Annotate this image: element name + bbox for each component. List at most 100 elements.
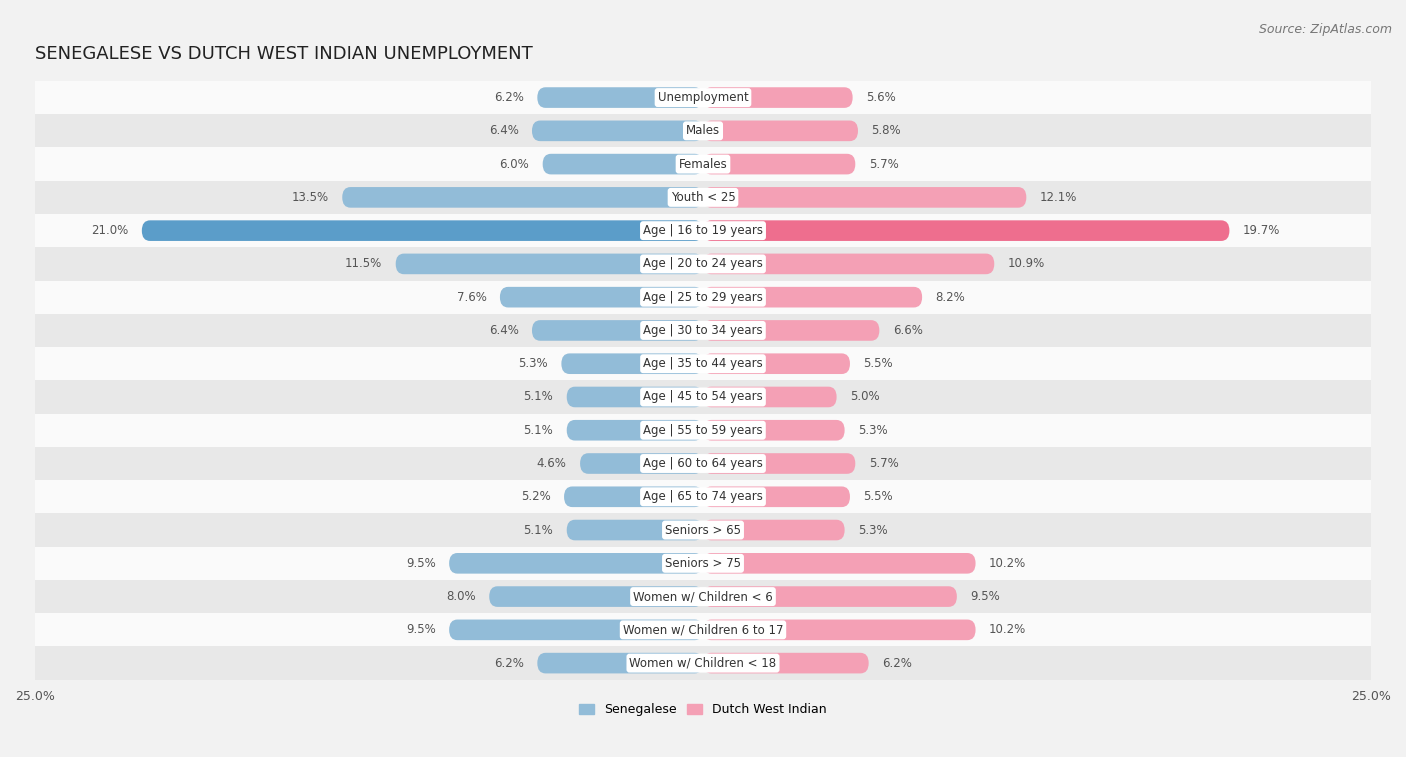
FancyBboxPatch shape — [703, 187, 1026, 207]
FancyBboxPatch shape — [449, 553, 703, 574]
Text: 8.2%: 8.2% — [935, 291, 966, 304]
FancyBboxPatch shape — [703, 586, 957, 607]
Bar — [35, 148, 1371, 181]
Text: 7.6%: 7.6% — [457, 291, 486, 304]
Text: 10.2%: 10.2% — [988, 557, 1026, 570]
FancyBboxPatch shape — [581, 453, 703, 474]
Text: 5.8%: 5.8% — [872, 124, 901, 137]
Text: 21.0%: 21.0% — [91, 224, 128, 237]
Text: 5.6%: 5.6% — [866, 91, 896, 104]
Text: Females: Females — [679, 157, 727, 170]
FancyBboxPatch shape — [703, 320, 879, 341]
Text: Seniors > 65: Seniors > 65 — [665, 524, 741, 537]
FancyBboxPatch shape — [561, 354, 703, 374]
FancyBboxPatch shape — [703, 520, 845, 540]
Text: 12.1%: 12.1% — [1039, 191, 1077, 204]
FancyBboxPatch shape — [537, 87, 703, 108]
Text: Source: ZipAtlas.com: Source: ZipAtlas.com — [1258, 23, 1392, 36]
FancyBboxPatch shape — [567, 520, 703, 540]
FancyBboxPatch shape — [543, 154, 703, 174]
Bar — [35, 547, 1371, 580]
Text: 10.2%: 10.2% — [988, 623, 1026, 637]
Bar — [35, 447, 1371, 480]
FancyBboxPatch shape — [703, 453, 855, 474]
Text: Age | 55 to 59 years: Age | 55 to 59 years — [643, 424, 763, 437]
FancyBboxPatch shape — [564, 487, 703, 507]
Bar — [35, 281, 1371, 314]
Bar — [35, 413, 1371, 447]
Text: Unemployment: Unemployment — [658, 91, 748, 104]
Bar — [35, 513, 1371, 547]
Text: 6.4%: 6.4% — [489, 324, 519, 337]
FancyBboxPatch shape — [531, 120, 703, 141]
Legend: Senegalese, Dutch West Indian: Senegalese, Dutch West Indian — [575, 698, 831, 721]
Text: 5.2%: 5.2% — [522, 491, 551, 503]
Text: Seniors > 75: Seniors > 75 — [665, 557, 741, 570]
Text: 6.6%: 6.6% — [893, 324, 922, 337]
Text: 5.7%: 5.7% — [869, 457, 898, 470]
Bar — [35, 248, 1371, 281]
Bar — [35, 480, 1371, 513]
FancyBboxPatch shape — [703, 354, 851, 374]
FancyBboxPatch shape — [531, 320, 703, 341]
Text: 5.3%: 5.3% — [519, 357, 548, 370]
Text: 6.4%: 6.4% — [489, 124, 519, 137]
FancyBboxPatch shape — [703, 120, 858, 141]
FancyBboxPatch shape — [501, 287, 703, 307]
Text: 5.5%: 5.5% — [863, 357, 893, 370]
Text: 11.5%: 11.5% — [344, 257, 382, 270]
Bar — [35, 81, 1371, 114]
Text: Women w/ Children 6 to 17: Women w/ Children 6 to 17 — [623, 623, 783, 637]
Text: Age | 25 to 29 years: Age | 25 to 29 years — [643, 291, 763, 304]
Text: Age | 65 to 74 years: Age | 65 to 74 years — [643, 491, 763, 503]
Text: Youth < 25: Youth < 25 — [671, 191, 735, 204]
Text: 6.2%: 6.2% — [494, 91, 524, 104]
Bar — [35, 347, 1371, 380]
Text: Women w/ Children < 18: Women w/ Children < 18 — [630, 656, 776, 670]
Text: 5.0%: 5.0% — [851, 391, 880, 403]
Text: 9.5%: 9.5% — [970, 590, 1000, 603]
Text: 5.1%: 5.1% — [523, 524, 554, 537]
FancyBboxPatch shape — [703, 553, 976, 574]
FancyBboxPatch shape — [703, 87, 852, 108]
Text: Age | 20 to 24 years: Age | 20 to 24 years — [643, 257, 763, 270]
Text: Age | 16 to 19 years: Age | 16 to 19 years — [643, 224, 763, 237]
Text: Women w/ Children < 6: Women w/ Children < 6 — [633, 590, 773, 603]
FancyBboxPatch shape — [567, 387, 703, 407]
FancyBboxPatch shape — [342, 187, 703, 207]
Text: 5.3%: 5.3% — [858, 524, 887, 537]
Text: Males: Males — [686, 124, 720, 137]
FancyBboxPatch shape — [703, 154, 855, 174]
Text: 9.5%: 9.5% — [406, 623, 436, 637]
Text: SENEGALESE VS DUTCH WEST INDIAN UNEMPLOYMENT: SENEGALESE VS DUTCH WEST INDIAN UNEMPLOY… — [35, 45, 533, 64]
FancyBboxPatch shape — [567, 420, 703, 441]
Bar — [35, 613, 1371, 646]
Bar — [35, 380, 1371, 413]
Text: 13.5%: 13.5% — [292, 191, 329, 204]
Bar — [35, 114, 1371, 148]
FancyBboxPatch shape — [703, 653, 869, 674]
FancyBboxPatch shape — [703, 254, 994, 274]
Text: 10.9%: 10.9% — [1008, 257, 1045, 270]
Text: 5.5%: 5.5% — [863, 491, 893, 503]
FancyBboxPatch shape — [703, 220, 1229, 241]
Bar — [35, 646, 1371, 680]
Text: 8.0%: 8.0% — [446, 590, 475, 603]
Text: Age | 60 to 64 years: Age | 60 to 64 years — [643, 457, 763, 470]
FancyBboxPatch shape — [703, 387, 837, 407]
Text: Age | 30 to 34 years: Age | 30 to 34 years — [643, 324, 763, 337]
Text: Age | 45 to 54 years: Age | 45 to 54 years — [643, 391, 763, 403]
FancyBboxPatch shape — [703, 487, 851, 507]
FancyBboxPatch shape — [142, 220, 703, 241]
FancyBboxPatch shape — [703, 287, 922, 307]
Text: 5.3%: 5.3% — [858, 424, 887, 437]
Bar — [35, 181, 1371, 214]
Bar — [35, 314, 1371, 347]
Text: 19.7%: 19.7% — [1243, 224, 1281, 237]
FancyBboxPatch shape — [449, 619, 703, 640]
Text: 4.6%: 4.6% — [537, 457, 567, 470]
Text: 6.2%: 6.2% — [494, 656, 524, 670]
Text: 6.2%: 6.2% — [882, 656, 912, 670]
Text: Age | 35 to 44 years: Age | 35 to 44 years — [643, 357, 763, 370]
Text: 9.5%: 9.5% — [406, 557, 436, 570]
